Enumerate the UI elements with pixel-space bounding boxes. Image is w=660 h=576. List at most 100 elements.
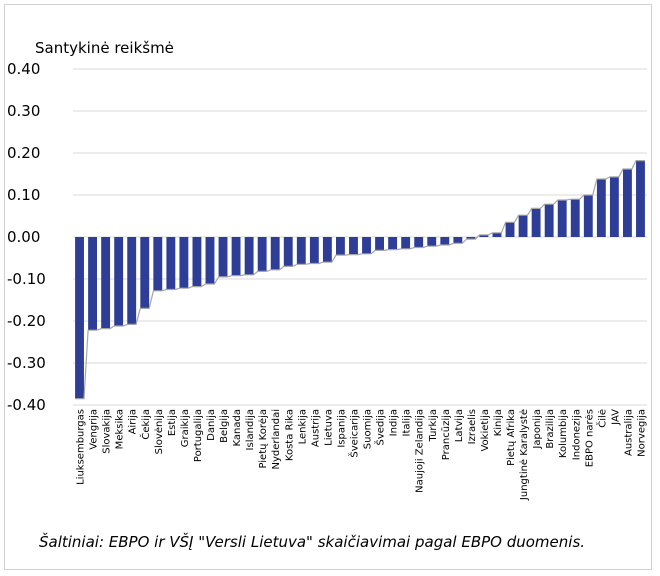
bar [519,215,528,237]
bar [558,200,567,237]
x-tick-label: Ispanija [336,409,347,448]
bar [597,179,606,237]
bar [114,237,123,326]
bar [571,199,580,237]
y-tick-label: -0.40 [7,396,46,414]
bar [545,204,554,237]
x-tick-label: Italija [402,409,413,436]
x-tick-label: Prancūzija [441,409,452,460]
x-tick-label: Naujoji Zelandija [415,409,426,493]
bar [219,237,228,277]
x-tick-label: Indonezija [571,409,582,460]
bar [362,237,371,254]
x-tick-label: Estija [167,409,178,436]
x-tick-label: Slovakija [102,409,113,454]
x-tick-label: Portugalija [193,409,204,462]
bar [401,237,410,249]
bar [623,169,632,237]
x-tick-label: Australija [623,409,634,456]
x-tick-label: Kosta Rika [284,409,295,461]
bar [610,177,619,237]
bar [584,195,593,237]
y-axis-label: Santykinė reikšmė [35,39,174,57]
bar [427,237,436,246]
bar-chart: Santykinė reikšmė 0.40 0.30 0.20 0.10 0.00 -0… [5,5,653,571]
x-tick-label: Indija [389,409,400,436]
bar [336,237,345,255]
bar [258,237,267,271]
bar [206,237,215,284]
x-tick-label: Brazilija [545,409,556,449]
x-tick-label: Kolumbija [558,409,569,458]
bar [179,237,188,288]
x-tick-label: Kinija [493,409,504,436]
bar [323,237,332,262]
x-tick-label: Šveicarija [347,409,360,458]
x-tick-label: Švedija [374,409,387,445]
bar [271,237,280,270]
bar [297,237,306,264]
bar [414,237,423,248]
x-tick-label: Latvija [454,409,465,442]
x-tick-label: Lenkija [297,409,308,444]
x-tick-label: Kanada [232,409,243,446]
x-tick-label: Japonija [532,409,543,450]
x-tick-label: Suomija [363,409,374,449]
x-tick-label: EBPO narės [584,409,595,467]
x-tick-label: Pietų Afrika [506,409,517,466]
chart-frame: Santykinė reikšmė 0.40 0.30 0.20 0.10 0.00 -0… [4,4,652,570]
y-tick-label: 0.10 [7,186,40,204]
x-tick-label: Izraelis [467,409,478,444]
x-tick-label: Slovėnija [154,409,165,454]
bar [75,237,84,399]
x-tick-label: Čilė [595,409,608,428]
y-tick-label: 0.40 [7,60,40,78]
bar [636,161,645,237]
y-tick-label: -0.20 [7,312,46,330]
x-tick-label: Liuksemburgas [76,409,87,485]
bar [232,237,241,276]
y-tick-label: 0.30 [7,102,40,120]
bar [310,237,319,263]
source-note: Šaltiniai: EBPO ir VŠĮ "Versli Lietuva" … [39,533,585,551]
bar [532,208,541,237]
x-tick-label: Islandija [245,409,256,450]
x-tick-label: Airija [128,409,139,434]
x-tick-label: Austrija [310,409,321,447]
bar [349,237,358,255]
bar [101,237,110,329]
x-tick-label: Norvegija [636,409,647,457]
bar [388,237,397,250]
bar [440,237,449,245]
bar [284,237,293,266]
x-tick-label: Jungtinė Karalystė [519,409,530,501]
bar [140,237,149,308]
bar [127,237,136,324]
x-tick-label: Vokietija [480,409,491,452]
x-tick-label: Lietuva [323,409,334,446]
y-tick-label: -0.10 [7,270,46,288]
bar [245,237,254,275]
bar [493,233,502,237]
x-tick-labels: Liuksemburgas Vengrija Slovakija Meksika Air… [76,409,648,501]
y-tick-label: 0.20 [7,144,40,162]
x-tick-label: Turkija [428,409,439,443]
y-tick-label: 0.00 [7,228,40,246]
x-tick-label: Vengrija [89,409,100,450]
x-tick-label: Pietų Korėja [258,409,269,469]
x-tick-label: Graikija [180,409,191,447]
bar [375,237,384,250]
y-tick-label: -0.30 [7,354,46,372]
x-tick-label: Danija [206,409,217,441]
x-tick-label: JAV [610,409,621,426]
x-tick-label: Belgija [219,409,230,443]
x-tick-label: Nyderlandai [271,409,282,470]
bar [166,237,175,290]
bar [453,237,462,243]
bar [193,237,202,287]
x-tick-label: Čekija [139,409,152,440]
y-tick-labels: 0.40 0.30 0.20 0.10 0.00 -0.10 -0.20 -0.30 -0.40 [7,60,46,414]
x-tick-label: Meksika [115,409,126,449]
bar [506,222,515,237]
bar [88,237,97,330]
